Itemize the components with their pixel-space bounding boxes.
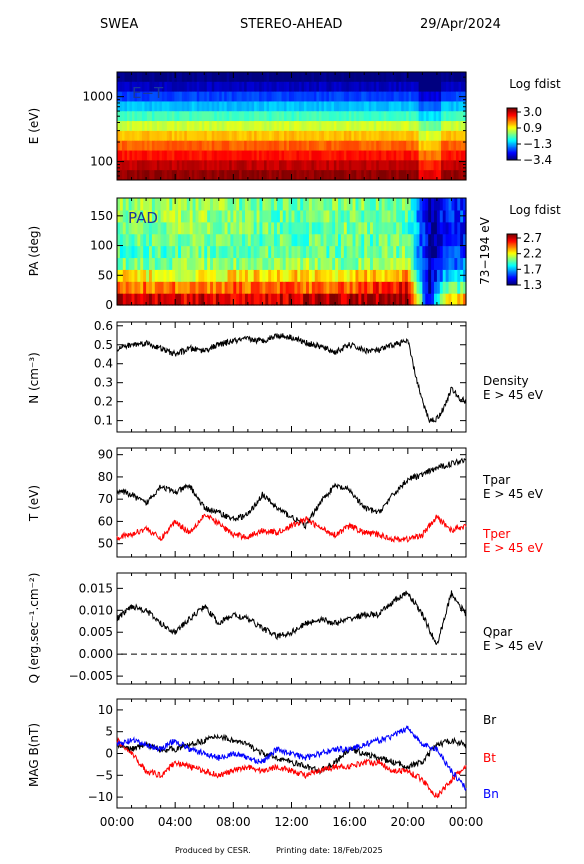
- mag-series-bn: [116, 725, 467, 792]
- mag-ytick-2: 0: [105, 747, 113, 761]
- temperature-series-tper: [116, 513, 467, 543]
- et-colorbar-tick-0: 3.0: [523, 105, 542, 119]
- pad-colorbar-title: Log fdist: [509, 203, 561, 217]
- temperature-ytick-4: 50: [98, 537, 113, 551]
- temperature-legend-tper: Tper: [482, 527, 510, 541]
- pad-colorbar-tick-0: 2.7: [523, 231, 542, 245]
- et-colorbar-title: Log fdist: [509, 77, 561, 91]
- density-ytick-3: 0.3: [94, 376, 113, 390]
- magnetic-field-panel: Br Bt Bn 10 5 0 −5 −10 MAG B(nT): [27, 698, 499, 809]
- temperature-legend-tpar: Tpar: [482, 473, 510, 487]
- time-label-5: 20:00: [391, 815, 426, 829]
- et-colorbar-tick-2: −1.3: [523, 137, 552, 151]
- footer-printing-date: Printing date: 18/Feb/2025: [276, 846, 383, 855]
- time-label-3: 12:00: [274, 815, 309, 829]
- mag-ytick-1: 5: [105, 725, 113, 739]
- pad-ylabel: PA (deg): [27, 226, 41, 276]
- heatflux-series-qpar: [116, 590, 467, 646]
- heatflux-legend-qpar-energy: E > 45 eV: [483, 639, 544, 653]
- heatflux-plot-frame: [116, 572, 467, 685]
- mag-legend-bn: Bn: [483, 787, 499, 801]
- mag-ylabel: MAG B(nT): [27, 723, 41, 787]
- et-colorbar-tick-3: −3.4: [523, 153, 552, 167]
- mag-series-br: [116, 733, 467, 775]
- temperature-ytick-1: 80: [98, 470, 113, 484]
- density-ytick-4: 0.2: [94, 395, 113, 409]
- density-series-density: [116, 333, 467, 424]
- pad-ytick-1: 100: [90, 239, 113, 253]
- time-label-2: 08:00: [216, 815, 251, 829]
- mag-series-bt: [116, 736, 467, 799]
- et-ytick-0: 1000: [82, 90, 113, 104]
- pad-ytick-3: 0: [105, 298, 113, 312]
- date-title: 29/Apr/2024: [420, 17, 501, 32]
- temperature-ylabel: T (eV): [27, 485, 41, 522]
- et-colorbar-tick-1: 0.9: [523, 121, 542, 135]
- density-ytick-5: 0.1: [94, 414, 113, 428]
- mag-ytick-3: −5: [95, 768, 113, 782]
- density-ylabel: N (cm⁻³): [27, 352, 41, 404]
- instrument-title: SWEA: [100, 17, 138, 32]
- heatflux-ytick-2: 0.005: [79, 625, 113, 639]
- time-label-0: 00:00: [100, 815, 135, 829]
- temperature-legend-tpar-energy: E > 45 eV: [483, 487, 544, 501]
- density-legend-density: Density: [483, 374, 529, 388]
- et-colorbar: [506, 107, 518, 161]
- density-ytick-1: 0.5: [94, 338, 113, 352]
- mag-ytick-4: −10: [88, 790, 113, 804]
- temperature-legend-tper-energy: E > 45 eV: [483, 541, 544, 555]
- time-label-6: 00:00: [449, 815, 484, 829]
- heatflux-ylabel: Q (erg.sec⁻¹.cm⁻²): [27, 573, 41, 684]
- temperature-ytick-3: 60: [98, 514, 113, 528]
- pad-ytick-2: 50: [98, 268, 113, 282]
- spacecraft-title: STEREO-AHEAD: [240, 17, 342, 32]
- pad-colorbar-tick-3: 1.3: [523, 278, 542, 292]
- pad-colorbar-tick-2: 1.7: [523, 262, 542, 276]
- pad-colorbar-tick-1: 2.2: [523, 247, 542, 261]
- mag-legend-br: Br: [483, 713, 496, 727]
- mag-ytick-0: 10: [98, 703, 113, 717]
- time-label-1: 04:00: [158, 815, 193, 829]
- pad-energy-range-label: 73−194 eV: [478, 216, 492, 284]
- pad-inner-label: PAD: [128, 209, 158, 227]
- heatflux-ytick-3: 0.000: [79, 647, 113, 661]
- pad-colorbar: [506, 233, 518, 286]
- density-ytick-2: 0.4: [94, 357, 113, 371]
- mag-legend-bt: Bt: [483, 751, 496, 765]
- et-ylabel: E (eV): [27, 108, 41, 144]
- time-label-4: 16:00: [332, 815, 367, 829]
- temperature-ytick-2: 70: [98, 492, 113, 506]
- pitch-angle-distribution-panel: PAD 150 100 50 0 PA (deg) 73−194 eV Log fdist 2.…: [27, 197, 561, 312]
- temperature-series-tpar: [116, 457, 467, 530]
- temperature-ytick-0: 90: [98, 448, 113, 462]
- footer-produced-by: Produced by CESR.: [175, 846, 251, 855]
- energy-time-spectrogram-panel: E−T 1000 100 E (eV) Log fdist 3.0 0.9 −1.3 −3.4: [27, 71, 561, 181]
- heatflux-ytick-1: 0.010: [79, 603, 113, 617]
- temperature-plot-frame: [116, 447, 467, 558]
- et-inner-label: E−T: [132, 84, 164, 102]
- time-axis-labels: 00:00 04:00 08:00 12:00 16:00 20:00 00:00: [100, 815, 484, 829]
- pad-ytick-0: 150: [90, 209, 113, 223]
- heatflux-ytick-4: −0.005: [69, 669, 113, 683]
- heatflux-legend-qpar: Qpar: [483, 625, 512, 639]
- heatflux-ytick-0: 0.015: [79, 581, 113, 595]
- density-legend-density-energy: E > 45 eV: [483, 388, 544, 402]
- et-ytick-1: 100: [90, 155, 113, 169]
- density-ytick-0: 0.6: [94, 319, 113, 333]
